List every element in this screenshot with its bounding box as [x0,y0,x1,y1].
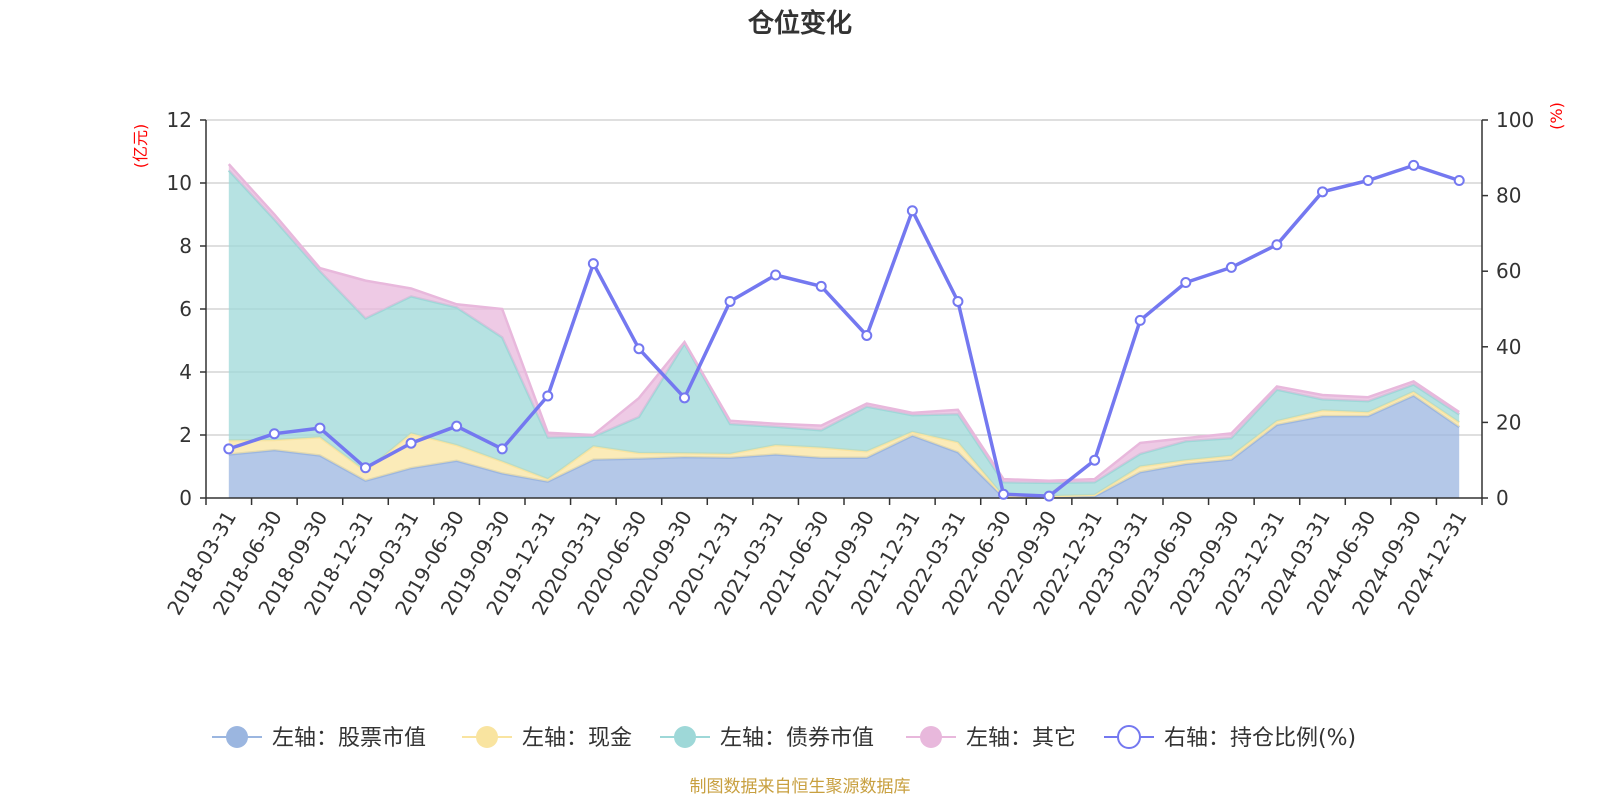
area-series [227,163,1460,499]
left-tick-label: 12 [167,108,192,132]
legend-swatch-dot [476,726,498,748]
ratio-point [542,390,554,402]
left-tick-label: 4 [179,360,192,384]
ratio-point [1134,314,1146,326]
ratio-point [1180,277,1192,289]
right-tick-label: 40 [1496,335,1521,359]
ratio-point [998,488,1009,500]
legend-label[interactable]: 左轴：其它 [966,726,1076,751]
ratio-point [360,462,371,474]
legend-swatch-dot [674,726,696,748]
legend-swatch-dot [226,726,248,748]
legend-swatch-dot [920,726,942,748]
right-tick-label: 20 [1496,410,1521,434]
ratio-point [1453,174,1465,186]
area-fill-0 [228,395,1460,498]
left-axis-unit: (亿元) [131,124,150,169]
ratio-point [1362,174,1374,186]
ratio-point [815,280,827,292]
area-line-3 [227,163,1460,482]
ratio-point [861,329,873,341]
right-tick-label: 60 [1496,259,1521,283]
left-tick-label: 10 [167,171,192,195]
ratio-point [952,295,964,307]
ratio-point [268,428,280,440]
left-tick-label: 6 [179,297,192,321]
legend-label[interactable]: 左轴：股票市值 [272,726,426,751]
ratio-point [1089,454,1101,466]
legend-label[interactable]: 左轴：现金 [522,726,632,751]
ratio-point [1408,159,1420,171]
ratio-line [228,163,1460,498]
left-tick-label: 8 [179,234,192,258]
ratio-point [679,392,690,404]
ratio-point [906,205,918,217]
ratio-point [724,295,736,307]
legend[interactable]: 左轴：股票市值 左轴：现金 左轴：债券市值 左轴：其它 右轴：持仓比例(%) [212,725,1356,751]
right-tick-label: 0 [1496,486,1509,510]
chart-title: 仓位变化 [747,8,852,39]
left-tick-label: 2 [179,423,192,447]
right-axis-unit: (%) [1547,102,1566,130]
ratio-point [1271,239,1283,251]
legend-label[interactable]: 右轴：持仓比例(%) [1164,726,1356,751]
ratio-point [1317,186,1328,198]
legend-swatch-dot [1117,725,1141,749]
left-tick-label: 0 [179,486,192,510]
ratio-point [405,437,417,449]
right-tick-label: 100 [1496,108,1534,132]
line-series [223,159,1465,502]
ratio-point [633,343,645,355]
ratio-point [496,443,508,455]
ratio-point [314,422,326,434]
ratio-point [223,443,235,455]
right-tick-label: 80 [1496,184,1521,208]
ratio-point [1043,490,1055,502]
ratio-point [587,258,599,270]
legend-label[interactable]: 左轴：债券市值 [720,726,874,751]
ratio-point [1225,261,1237,273]
ratio-point [770,269,782,281]
ratio-point [451,420,463,432]
source-note: 制图数据来自恒生聚源数据库 [690,777,911,797]
